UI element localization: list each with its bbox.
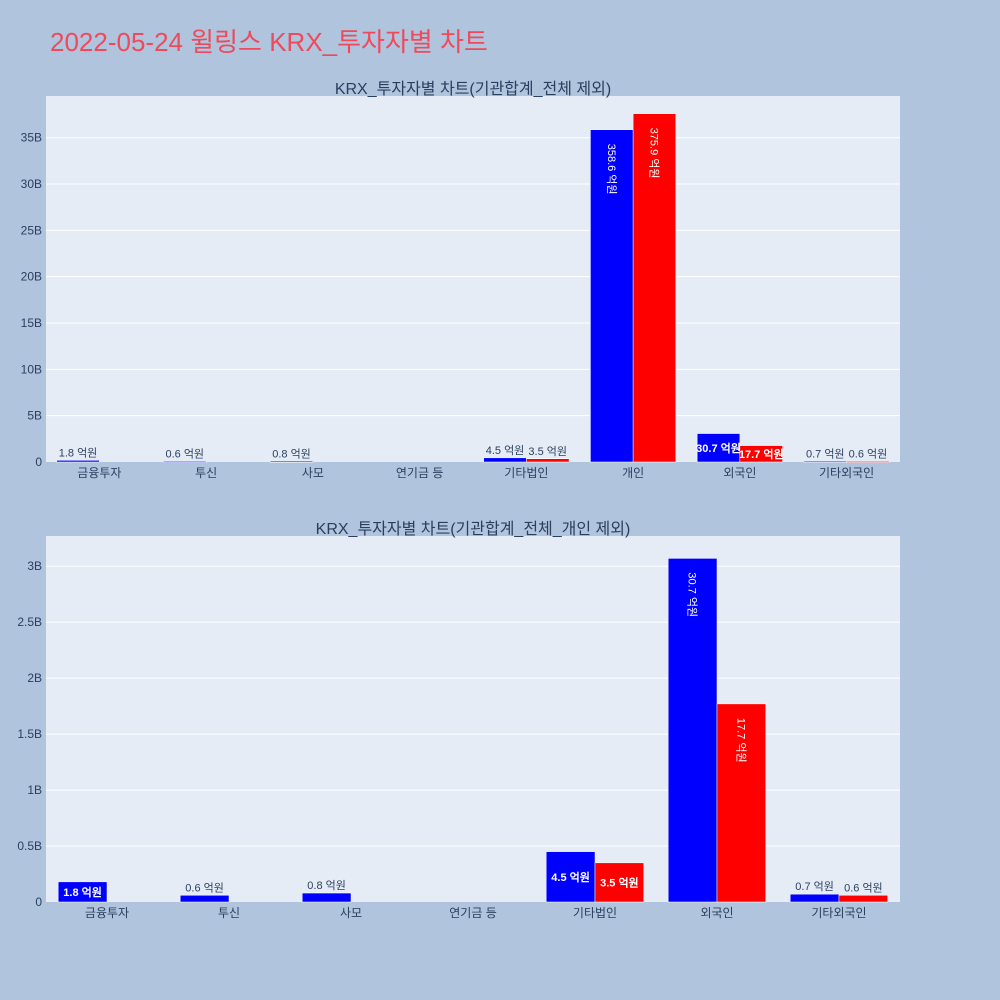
data-label: 0.6 억원: [849, 447, 888, 460]
x-tick-label: 외국인: [700, 906, 733, 920]
y-tick-label: 0: [35, 455, 42, 469]
data-label: 0.6 억원: [185, 881, 224, 894]
data-label: 0.7 억원: [806, 447, 845, 460]
data-label: 0.8 억원: [272, 447, 311, 460]
data-label: 375.9 억원: [647, 128, 660, 179]
y-tick-label: 0.5B: [17, 839, 42, 853]
x-tick-label: 개인: [622, 466, 644, 480]
y-tick-label: 15B: [21, 316, 42, 330]
y-tick-label: 1.5B: [17, 727, 42, 741]
bar: [545, 851, 596, 903]
x-tick-label: 기타외국인: [811, 906, 866, 920]
x-tick-label: 투신: [218, 906, 240, 920]
data-label: 1.8 억원: [59, 446, 98, 459]
y-tick-label: 1B: [27, 783, 42, 797]
investor-chart-all: KRX_투자자별 차트(기관합계_전체 제외) 0 5B 10B 15B 20B 25B 30…: [21, 80, 900, 480]
bar: [526, 458, 570, 463]
bar: [803, 461, 847, 463]
y-tick-label: 3B: [27, 559, 42, 573]
chart-title: KRX_투자자별 차트(기관합계_전체_개인 제외): [316, 520, 631, 538]
x-tick-label: 금융투자: [85, 906, 129, 920]
bar: [632, 113, 677, 463]
x-tick-label: 기타외국인: [819, 466, 874, 480]
x-tick-label: 외국인: [723, 466, 756, 480]
y-tick-label: 0: [35, 895, 42, 909]
data-label: 0.7 억원: [795, 880, 834, 893]
y-tick-label: 10B: [21, 362, 42, 376]
y-tick-label: 30B: [21, 177, 42, 191]
data-label: 0.8 억원: [307, 879, 346, 892]
bar: [696, 433, 741, 463]
bar: [594, 862, 645, 903]
data-label: 30.7 억원: [686, 572, 699, 617]
data-label: 17.7 억원: [734, 718, 747, 763]
x-tick-label: 연기금 등: [449, 906, 497, 920]
x-tick-label: 기타법인: [504, 466, 548, 480]
bar: [846, 461, 890, 463]
y-tick-label: 35B: [21, 131, 42, 145]
plot-area: [46, 536, 900, 902]
x-tick-label: 금융투자: [77, 466, 121, 480]
x-tick-label: 기타법인: [573, 906, 617, 920]
data-label: 0.6 억원: [844, 881, 883, 894]
data-label: 4.5 억원: [551, 870, 590, 884]
data-label: 3.5 억원: [528, 445, 567, 458]
data-label: 358.6 억원: [605, 144, 618, 195]
bar: [269, 461, 314, 463]
bar: [739, 445, 783, 463]
bar: [789, 893, 840, 903]
data-label: 17.7 억원: [739, 447, 784, 461]
y-tick-label: 2.5B: [17, 615, 42, 629]
data-label: 1.8 억원: [63, 885, 102, 899]
chart-title: KRX_투자자별 차트(기관합계_전체 제외): [335, 80, 611, 98]
data-label: 0.6 억원: [165, 447, 204, 460]
bar: [483, 457, 527, 463]
bar: [179, 895, 230, 903]
x-tick-label: 사모: [302, 466, 324, 480]
bar: [590, 129, 634, 463]
y-tick-label: 2B: [27, 671, 42, 685]
data-label: 3.5 억원: [600, 875, 639, 889]
bar: [163, 461, 207, 463]
y-tick-label: 25B: [21, 223, 42, 237]
y-tick-label: 20B: [21, 270, 42, 284]
bar: [667, 558, 718, 903]
y-tick-label: 5B: [27, 409, 42, 423]
x-tick-label: 연기금 등: [396, 466, 444, 480]
data-label: 4.5 억원: [486, 444, 525, 457]
bar: [56, 460, 100, 463]
x-tick-label: 사모: [340, 906, 362, 920]
data-label: 30.7 억원: [696, 441, 741, 455]
x-tick-label: 투신: [195, 466, 217, 480]
bar: [716, 703, 767, 903]
bar: [301, 892, 352, 903]
plot-area: [46, 96, 900, 462]
bar: [838, 895, 889, 903]
page-title: 2022-05-24 윌링스 KRX_투자자별 차트: [50, 27, 488, 57]
investor-chart-excl-individual: KRX_투자자별 차트(기관합계_전체_개인 제외) 0 0.5B 1B 1.5B 2B 2…: [17, 520, 900, 920]
bar: [57, 881, 108, 903]
